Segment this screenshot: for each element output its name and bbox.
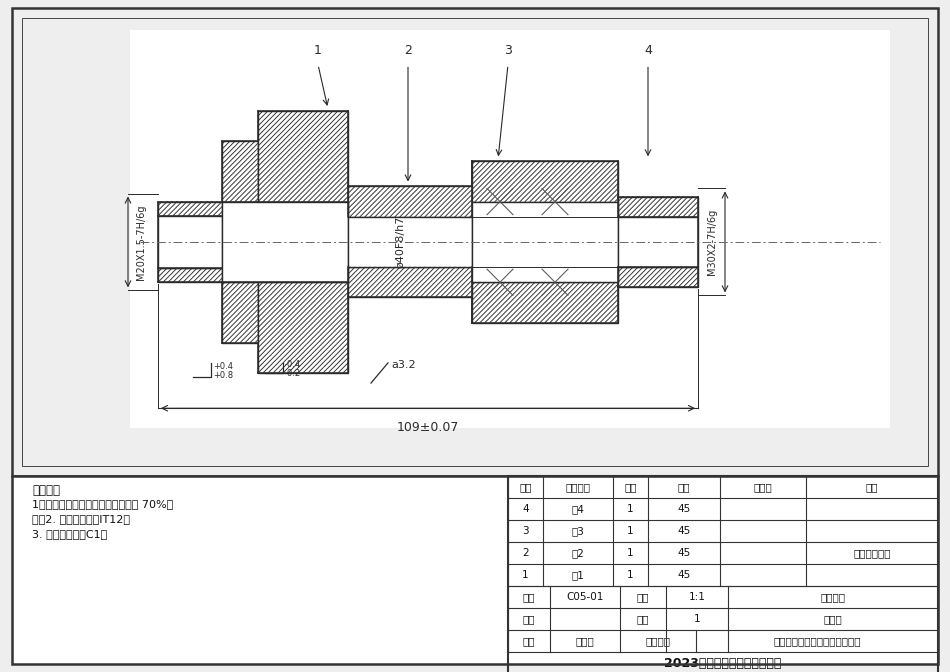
Text: 1．锥面着色法检测，接触面应大于 70%以: 1．锥面着色法检测，接触面应大于 70%以 bbox=[32, 499, 173, 509]
Text: 上；2. 未标注公差为IT12；: 上；2. 未标注公差为IT12； bbox=[32, 514, 130, 524]
Text: 件2: 件2 bbox=[572, 548, 584, 558]
Text: 1: 1 bbox=[314, 44, 322, 57]
Text: 1: 1 bbox=[694, 614, 700, 624]
Bar bbox=[258, 282, 348, 373]
Text: 竞赛名称: 竞赛名称 bbox=[645, 636, 671, 646]
Text: M20X1.5-7H/6g: M20X1.5-7H/6g bbox=[136, 204, 146, 280]
Text: 3. 未标注锐角倒C1。: 3. 未标注锐角倒C1。 bbox=[32, 530, 107, 540]
Text: 技术要求: 技术要求 bbox=[32, 485, 60, 497]
Text: 109±0.07: 109±0.07 bbox=[397, 421, 459, 434]
Text: 件4: 件4 bbox=[572, 504, 584, 514]
Text: 件3: 件3 bbox=[572, 526, 584, 536]
Text: 1: 1 bbox=[627, 571, 634, 580]
Text: 材料: 材料 bbox=[522, 614, 535, 624]
Text: 1:1: 1:1 bbox=[689, 592, 706, 602]
Bar bbox=[222, 282, 258, 343]
Text: C05-01: C05-01 bbox=[566, 592, 603, 602]
Bar bbox=[158, 216, 222, 268]
Text: 比例: 比例 bbox=[636, 592, 649, 602]
Bar bbox=[348, 217, 472, 267]
Text: 件数: 件数 bbox=[636, 614, 649, 624]
Bar bbox=[472, 161, 618, 202]
Text: 1: 1 bbox=[522, 571, 529, 580]
Text: 1: 1 bbox=[627, 548, 634, 558]
Bar bbox=[258, 111, 348, 202]
Text: 45: 45 bbox=[677, 526, 691, 536]
Text: 3: 3 bbox=[522, 526, 529, 536]
Text: 2: 2 bbox=[404, 44, 412, 57]
Text: 序号: 序号 bbox=[520, 482, 532, 493]
Text: 零件名称: 零件名称 bbox=[821, 592, 846, 602]
Text: 数量: 数量 bbox=[624, 482, 636, 493]
Text: 中职组《车加工技术》赛项样题: 中职组《车加工技术》赛项样题 bbox=[773, 636, 861, 646]
Text: -0.4
-0.2: -0.4 -0.2 bbox=[285, 360, 301, 378]
Text: 零件名称: 零件名称 bbox=[565, 482, 591, 493]
Text: 材料: 材料 bbox=[677, 482, 691, 493]
Text: 热处理: 热处理 bbox=[753, 482, 772, 493]
Bar bbox=[158, 202, 222, 216]
Text: 组别: 组别 bbox=[522, 636, 535, 646]
Text: +0.4
+0.8: +0.4 +0.8 bbox=[213, 362, 233, 380]
Bar bbox=[618, 267, 698, 288]
Text: 4: 4 bbox=[522, 504, 529, 514]
Bar bbox=[472, 282, 618, 323]
Bar bbox=[618, 196, 698, 216]
Text: 中职组: 中职组 bbox=[576, 636, 595, 646]
Bar bbox=[130, 30, 890, 429]
Text: 件1: 件1 bbox=[572, 571, 584, 580]
Text: 45: 45 bbox=[677, 504, 691, 514]
Text: 45: 45 bbox=[677, 548, 691, 558]
Text: 总装配: 总装配 bbox=[824, 614, 843, 624]
Bar bbox=[222, 141, 258, 202]
Text: M30X2-7H/6g: M30X2-7H/6g bbox=[707, 209, 717, 275]
Text: 选于赛前自带: 选于赛前自带 bbox=[853, 548, 891, 558]
Text: 2023年广西职业院校技能大赛: 2023年广西职业院校技能大赛 bbox=[664, 657, 782, 669]
Bar bbox=[158, 268, 222, 282]
Text: 1: 1 bbox=[627, 526, 634, 536]
Text: 3: 3 bbox=[504, 44, 512, 57]
Text: ø40F8/h7: ø40F8/h7 bbox=[396, 216, 406, 268]
Bar bbox=[618, 217, 698, 267]
Bar bbox=[348, 186, 472, 216]
Text: 2: 2 bbox=[522, 548, 529, 558]
Text: 4: 4 bbox=[644, 44, 652, 57]
Text: a3.2: a3.2 bbox=[391, 360, 416, 370]
Text: 45: 45 bbox=[677, 571, 691, 580]
Text: 图号: 图号 bbox=[522, 592, 535, 602]
Bar bbox=[348, 267, 472, 297]
Bar bbox=[222, 202, 348, 282]
Bar bbox=[508, 476, 938, 672]
Bar bbox=[472, 202, 618, 282]
Text: 备注: 备注 bbox=[865, 482, 878, 493]
Text: 1: 1 bbox=[627, 504, 634, 514]
